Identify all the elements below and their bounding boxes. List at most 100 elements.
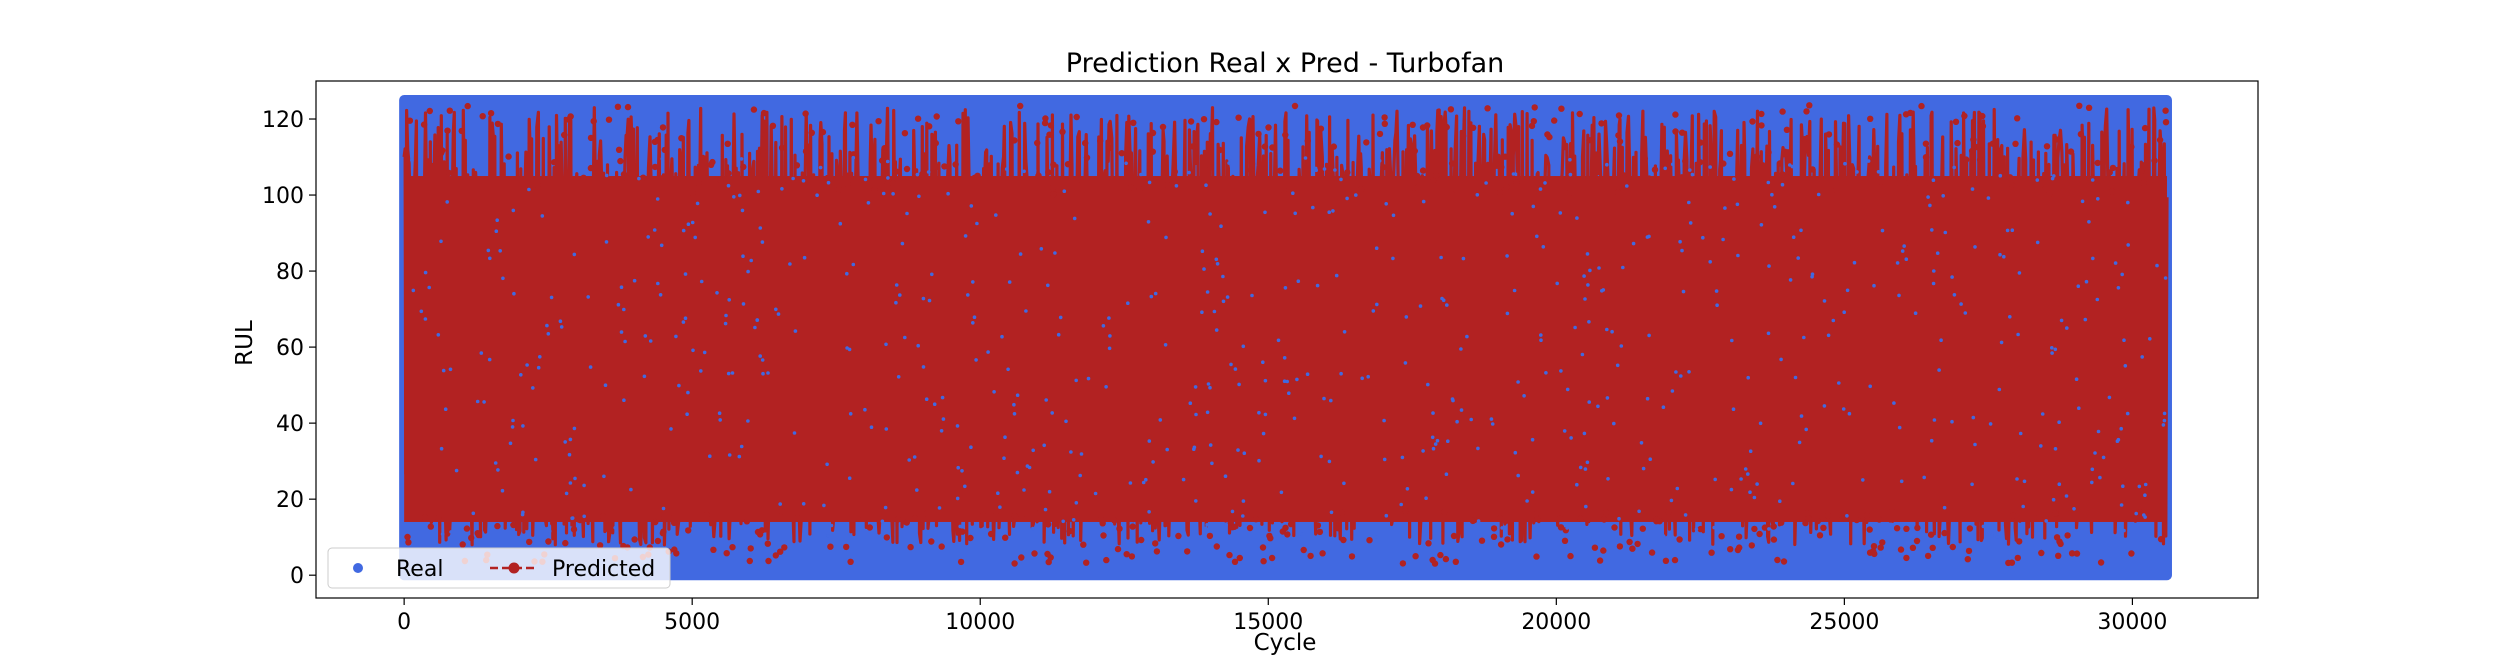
real-point xyxy=(1210,461,1214,466)
predicted-point xyxy=(1501,153,1509,160)
real-point xyxy=(1715,303,1719,308)
predicted-point xyxy=(464,102,471,110)
predicted-point xyxy=(574,510,581,517)
real-point xyxy=(1322,396,1326,401)
real-point xyxy=(1305,372,1310,377)
predicted-point xyxy=(2012,140,2019,147)
predicted-point xyxy=(487,110,495,117)
predicted-point xyxy=(2068,550,2076,557)
predicted-point xyxy=(1045,558,1052,566)
predicted-point xyxy=(850,151,857,158)
real-point xyxy=(1831,318,1836,323)
real-point xyxy=(1779,357,1783,362)
real-point xyxy=(1006,367,1010,372)
real-point xyxy=(1588,268,1592,273)
predicted-point xyxy=(889,179,897,187)
real-point xyxy=(2122,528,2126,533)
predicted-point xyxy=(2108,188,2116,195)
predicted-point xyxy=(1672,128,1679,135)
real-point xyxy=(1296,279,1301,284)
predicted-point xyxy=(1774,556,1781,564)
real-point xyxy=(900,241,905,246)
real-point xyxy=(2107,395,2112,400)
predicted-point xyxy=(1366,537,1373,544)
real-point xyxy=(1505,311,1510,316)
real-point xyxy=(737,454,742,459)
real-point xyxy=(1587,320,1591,324)
real-point xyxy=(1250,293,1254,298)
real-point xyxy=(1042,443,1046,448)
predicted-point xyxy=(781,544,788,551)
real-point xyxy=(1003,435,1007,440)
real-point xyxy=(538,355,542,359)
real-point xyxy=(1339,177,1343,182)
predicted-point xyxy=(1641,155,1649,162)
real-point xyxy=(1050,411,1054,415)
predicted-point xyxy=(1976,156,1984,163)
predicted-point xyxy=(1671,556,1679,564)
predicted-point xyxy=(565,116,572,123)
predicted-point xyxy=(2162,119,2170,126)
predicted-point xyxy=(1803,108,1810,115)
predicted-point xyxy=(769,122,777,129)
real-point xyxy=(1322,167,1327,171)
real-point xyxy=(1204,526,1208,530)
x-tick-label: 0 xyxy=(397,610,411,635)
predicted-point xyxy=(435,514,442,521)
predicted-point xyxy=(1011,512,1018,519)
real-point xyxy=(847,476,852,481)
predicted-point xyxy=(1317,125,1325,132)
predicted-point xyxy=(1034,139,1041,147)
real-point xyxy=(1708,260,1712,264)
real-point xyxy=(1950,275,1954,279)
real-point xyxy=(1329,398,1333,403)
predicted-point xyxy=(1504,536,1511,543)
real-point xyxy=(755,318,759,322)
predicted-point xyxy=(599,512,607,520)
real-point xyxy=(1852,260,1857,265)
real-point xyxy=(1569,436,1573,440)
predicted-point xyxy=(860,513,867,520)
real-point xyxy=(1755,482,1759,486)
predicted-point xyxy=(1314,522,1322,529)
predicted-point xyxy=(1756,530,1763,538)
real-point xyxy=(726,371,731,376)
real-point xyxy=(1804,427,1808,432)
real-point xyxy=(602,474,606,479)
predicted-point xyxy=(1970,136,1977,143)
real-point xyxy=(1382,418,1386,423)
real-point xyxy=(1225,295,1230,299)
predicted-point xyxy=(1905,179,1913,186)
real-point xyxy=(1772,205,1777,209)
predicted-point xyxy=(1531,104,1538,111)
real-point xyxy=(525,363,529,367)
real-point xyxy=(1539,338,1543,343)
predicted-point xyxy=(1207,164,1214,171)
predicted-point xyxy=(562,539,569,547)
predicted-point xyxy=(1213,118,1220,126)
real-point xyxy=(1360,376,1364,381)
predicted-point xyxy=(1330,143,1338,150)
real-point xyxy=(1078,473,1082,478)
real-point xyxy=(1299,532,1304,536)
real-point xyxy=(1606,477,1610,481)
predicted-point xyxy=(1300,546,1307,554)
real-point xyxy=(629,487,633,492)
real-point xyxy=(739,444,744,449)
real-point xyxy=(1511,172,1516,176)
real-point xyxy=(2123,364,2128,368)
real-point xyxy=(1670,162,1675,167)
real-point xyxy=(656,281,660,286)
real-point xyxy=(1731,407,1736,412)
y-tick-label: 100 xyxy=(262,184,304,209)
predicted-point xyxy=(1129,523,1136,530)
real-point xyxy=(1999,340,2004,345)
real-point xyxy=(869,425,874,430)
real-point xyxy=(2052,174,2056,178)
predicted-point xyxy=(2109,164,2117,172)
real-point xyxy=(1002,456,1006,461)
predicted-point xyxy=(871,186,878,193)
real-point xyxy=(1712,525,1716,530)
real-point xyxy=(643,334,648,338)
real-point xyxy=(1625,184,1629,188)
